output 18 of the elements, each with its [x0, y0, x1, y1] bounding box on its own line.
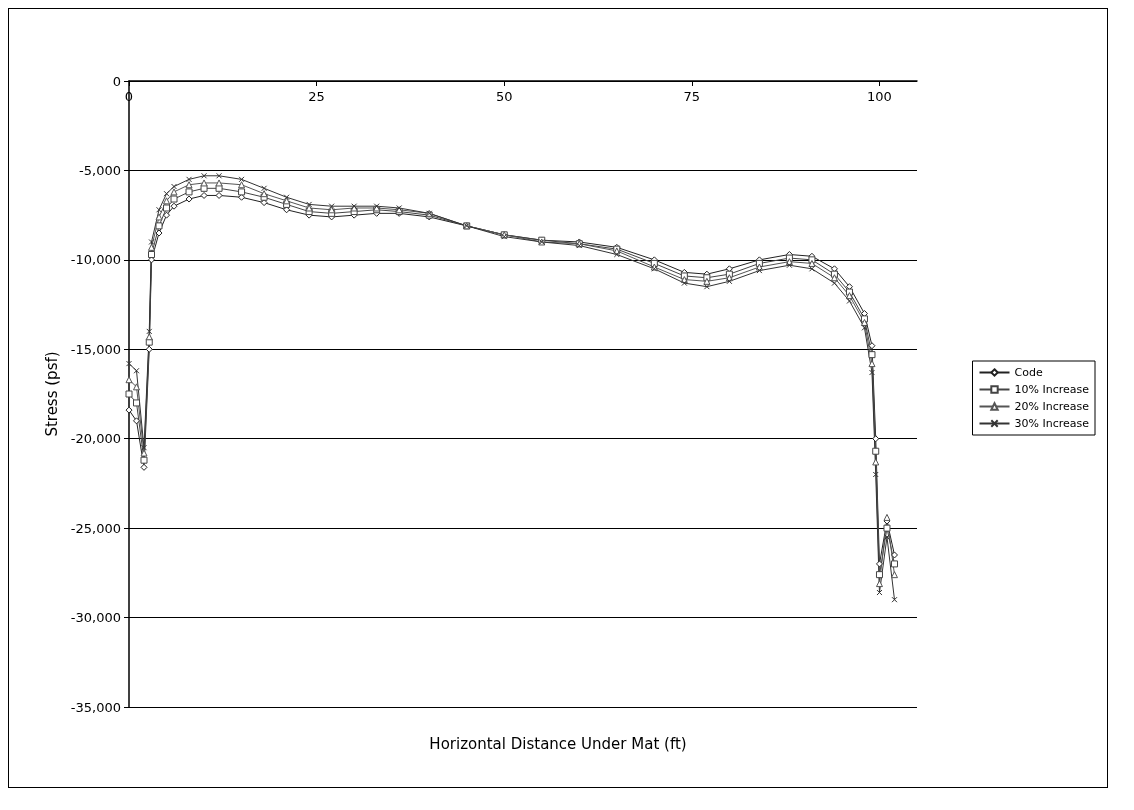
y-axis-title: Stress (psf) — [42, 351, 61, 437]
y-tick-label: -10,000 — [70, 252, 121, 268]
y-tick-label: 0 — [112, 73, 121, 89]
legend-label: 10% Increase — [1014, 383, 1090, 396]
x-axis-title: Horizontal Distance Under Mat (ft) — [429, 734, 687, 753]
y-tick-label: -20,000 — [70, 431, 121, 447]
y-tick-label: -5,000 — [79, 162, 121, 178]
y-tick-label: -35,000 — [70, 699, 121, 715]
y-tick-label: -15,000 — [70, 341, 121, 357]
legend-label: 20% Increase — [1014, 400, 1090, 413]
legend-label: Code — [1014, 366, 1043, 379]
x-tick-label: 50 — [495, 89, 513, 104]
y-tick-label: -30,000 — [70, 610, 121, 626]
x-tick-label: 75 — [683, 89, 701, 104]
x-tick-label: 25 — [308, 89, 325, 104]
x-tick-label: 100 — [867, 89, 892, 104]
legend-label: 30% Increase — [1014, 417, 1090, 430]
y-tick-label: -25,000 — [70, 520, 121, 536]
